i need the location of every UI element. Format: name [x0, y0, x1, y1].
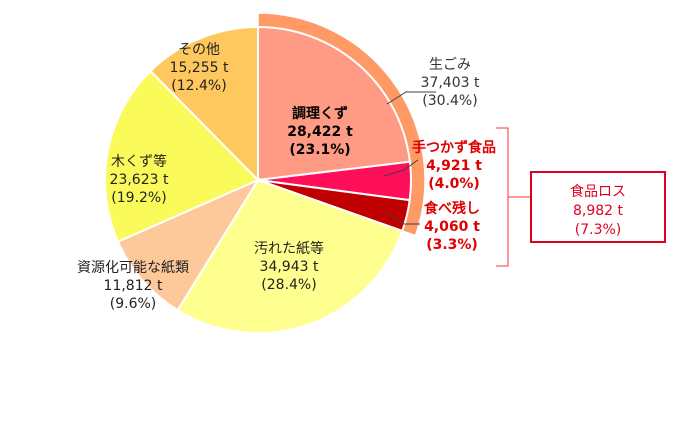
slice-1-value: 28,422 t — [287, 124, 353, 140]
bracket-group-value: 8,982 t — [573, 203, 624, 219]
slice-2-value: 4,921 t — [426, 158, 482, 174]
pie-slice-7 — [149, 25, 259, 183]
slice-4-percent: (28.4%) — [261, 277, 316, 293]
slice-6-percent: (19.2%) — [111, 190, 166, 206]
pie-slice-6 — [104, 69, 260, 243]
slice-6-value: 23,623 t — [110, 172, 169, 188]
bracket-group-label: 食品ロス — [570, 183, 626, 200]
pie-slice-1 — [257, 25, 412, 182]
slice-5-label: 資源化可能な紙類 — [77, 260, 189, 276]
pie-slice-4 — [176, 178, 404, 334]
slice-2-percent: (4.0%) — [428, 176, 480, 192]
outer-group-label: 生ごみ — [429, 57, 471, 73]
slice-1-label: 調理くず — [292, 105, 348, 122]
slice-5-value: 11,812 t — [104, 278, 163, 294]
slice-3-percent: (3.3%) — [426, 237, 478, 253]
bracket-group-percent: (7.3%) — [575, 222, 622, 238]
pie-slice-5 — [116, 177, 261, 312]
slice-7-percent: (12.4%) — [171, 78, 226, 94]
food-loss-box — [530, 171, 666, 243]
outer-group-value: 37,403 t — [421, 75, 480, 91]
outer-group-percent: (30.4%) — [422, 93, 477, 109]
slice-7-value: 15,255 t — [170, 60, 229, 76]
slice-7-label: その他 — [178, 42, 220, 58]
slice-3-value: 4,060 t — [424, 219, 480, 235]
slice-4-label: 汚れた紙等 — [254, 240, 324, 257]
leader-line-outer-group — [386, 91, 436, 105]
slice-4-value: 34,943 t — [260, 259, 319, 275]
leader-line-slice-2 — [383, 159, 419, 177]
food-loss-bracket — [496, 127, 509, 267]
slice-3-label: 食べ残し — [424, 200, 480, 217]
slice-2-label: 手つかず食品 — [412, 139, 496, 156]
slice-5-percent: (9.6%) — [110, 296, 157, 312]
slice-1-percent: (23.1%) — [289, 142, 350, 158]
leader-line-slice-3 — [384, 211, 420, 225]
slice-6-label: 木くず等 — [111, 153, 167, 170]
